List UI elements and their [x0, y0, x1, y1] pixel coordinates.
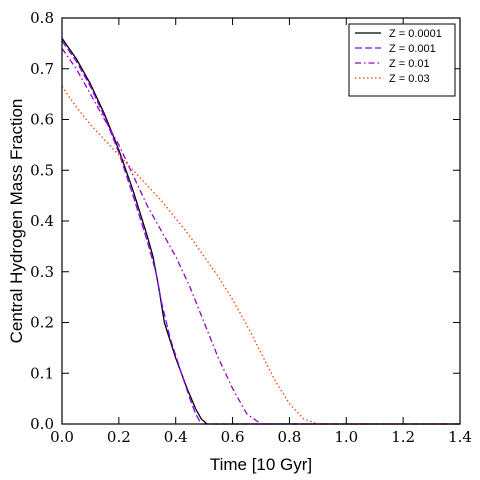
- legend: Z = 0.0001 Z = 0.001 Z = 0.01 Z = 0.03: [348, 23, 456, 97]
- y-tick-label: 0.1: [30, 364, 54, 382]
- x-tick-label: 0.4: [164, 428, 188, 446]
- y-tick-label: 0.0: [30, 415, 54, 433]
- x-axis-label: Time [10 Gyr]: [210, 455, 312, 474]
- legend-entry-label: Z = 0.0001: [389, 28, 442, 40]
- x-tick-label: 0.8: [277, 428, 301, 446]
- legend-entry-label: Z = 0.01: [389, 58, 430, 70]
- legend-entry-label: Z = 0.03: [389, 73, 430, 85]
- y-tick-label: 0.2: [30, 314, 54, 332]
- y-tick-label: 0.8: [30, 9, 54, 27]
- y-tick-label: 0.3: [30, 263, 54, 281]
- ticks-layer: 0.0 0.2 0.4 0.6 0.8 1.0 1.2 1.4 0.0 0.1 0.2 0.3 0.4 0…: [30, 9, 472, 446]
- y-tick-label: 0.5: [30, 161, 54, 179]
- x-tick-label: 1.2: [391, 428, 415, 446]
- series-line-2: [61, 48, 460, 425]
- series-line-1: [61, 40, 460, 425]
- y-tick-label: 0.6: [30, 111, 54, 129]
- legend-box: [348, 23, 456, 97]
- y-tick-label: 0.4: [30, 212, 54, 230]
- x-tick-label: 1.0: [334, 428, 358, 446]
- series-layer: [61, 37, 460, 425]
- x-tick-label: 0.6: [221, 428, 245, 446]
- y-tick-label: 0.7: [30, 60, 54, 78]
- x-tick-label: 1.4: [448, 428, 472, 446]
- series-line-3: [61, 86, 460, 425]
- x-tick-label: 0.2: [107, 428, 131, 446]
- x-tick-label: 0.0: [50, 428, 74, 446]
- y-axis-label: Central Hydrogen Mass Fraction: [7, 99, 26, 344]
- legend-entry-label: Z = 0.001: [389, 43, 436, 55]
